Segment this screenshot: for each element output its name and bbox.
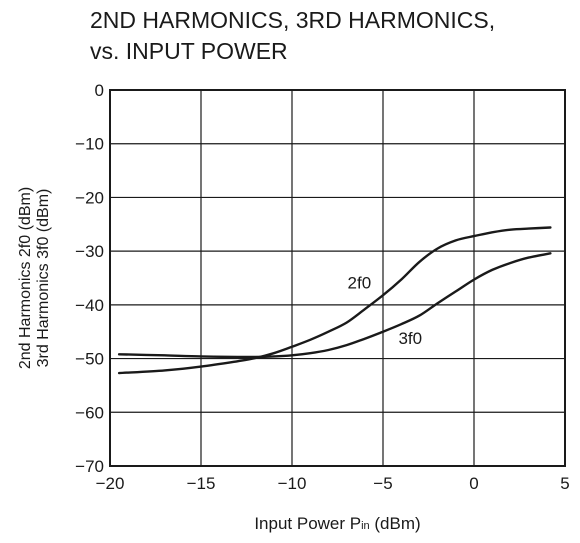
y-tick-label: −60 <box>75 403 104 422</box>
y-tick-label: −50 <box>75 350 104 369</box>
grid-lines <box>110 90 565 466</box>
x-axis-label: Input Power Pin (dBm) <box>254 514 420 533</box>
annotation-3f0: 3f0 <box>398 329 422 348</box>
chart-title-line-2: vs. INPUT POWER <box>90 38 288 64</box>
y-tick-label: −40 <box>75 296 104 315</box>
x-axis-ticks: −20 −15 −10 −5 0 5 <box>96 474 570 493</box>
y-tick-label: 0 <box>95 81 104 100</box>
y-axis-label: 2nd Harmonics 2f0 (dBm) 3rd Harmonics 3f… <box>17 187 52 369</box>
y-tick-label: −10 <box>75 135 104 154</box>
annotation-2f0: 2f0 <box>348 274 372 293</box>
x-axis-label-main: Input Power P <box>254 514 361 533</box>
x-tick-label: −10 <box>278 474 307 493</box>
y-axis-ticks: 0 −10 −20 −30 −40 −50 −60 −70 <box>75 81 104 476</box>
x-axis-label-subscript: in <box>361 520 370 532</box>
x-tick-label: −15 <box>187 474 216 493</box>
y-tick-label: −70 <box>75 457 104 476</box>
chart-title-line-1: 2ND HARMONICS, 3RD HARMONICS, <box>90 7 496 33</box>
series-line-2f0 <box>117 226 552 375</box>
x-tick-label: −20 <box>96 474 125 493</box>
plot-frame <box>109 89 566 467</box>
x-axis-label-unit: (dBm) <box>370 514 421 533</box>
data-series <box>117 226 552 375</box>
x-tick-label: 0 <box>469 474 478 493</box>
x-tick-label: −5 <box>373 474 392 493</box>
y-axis-label-line-1: 2nd Harmonics 2f0 (dBm) <box>17 187 34 369</box>
y-tick-label: −30 <box>75 242 104 261</box>
y-axis-label-line-2: 3rd Harmonics 3f0 (dBm) <box>35 189 52 368</box>
x-tick-label: 5 <box>560 474 569 493</box>
y-tick-label: −20 <box>75 188 104 207</box>
series-line-3f0 <box>117 252 552 359</box>
annotations: 2f0 3f0 <box>348 274 423 348</box>
